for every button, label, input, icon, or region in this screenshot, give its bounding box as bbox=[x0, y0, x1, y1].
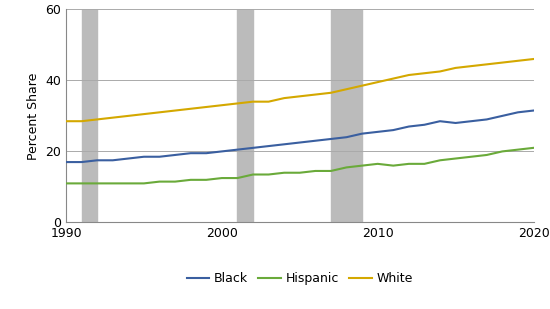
Bar bbox=[81, 9, 97, 222]
Bar bbox=[238, 9, 253, 222]
Y-axis label: Percent Share: Percent Share bbox=[27, 72, 40, 159]
Legend: Black, Hispanic, White: Black, Hispanic, White bbox=[182, 267, 418, 290]
Bar bbox=[331, 9, 362, 222]
